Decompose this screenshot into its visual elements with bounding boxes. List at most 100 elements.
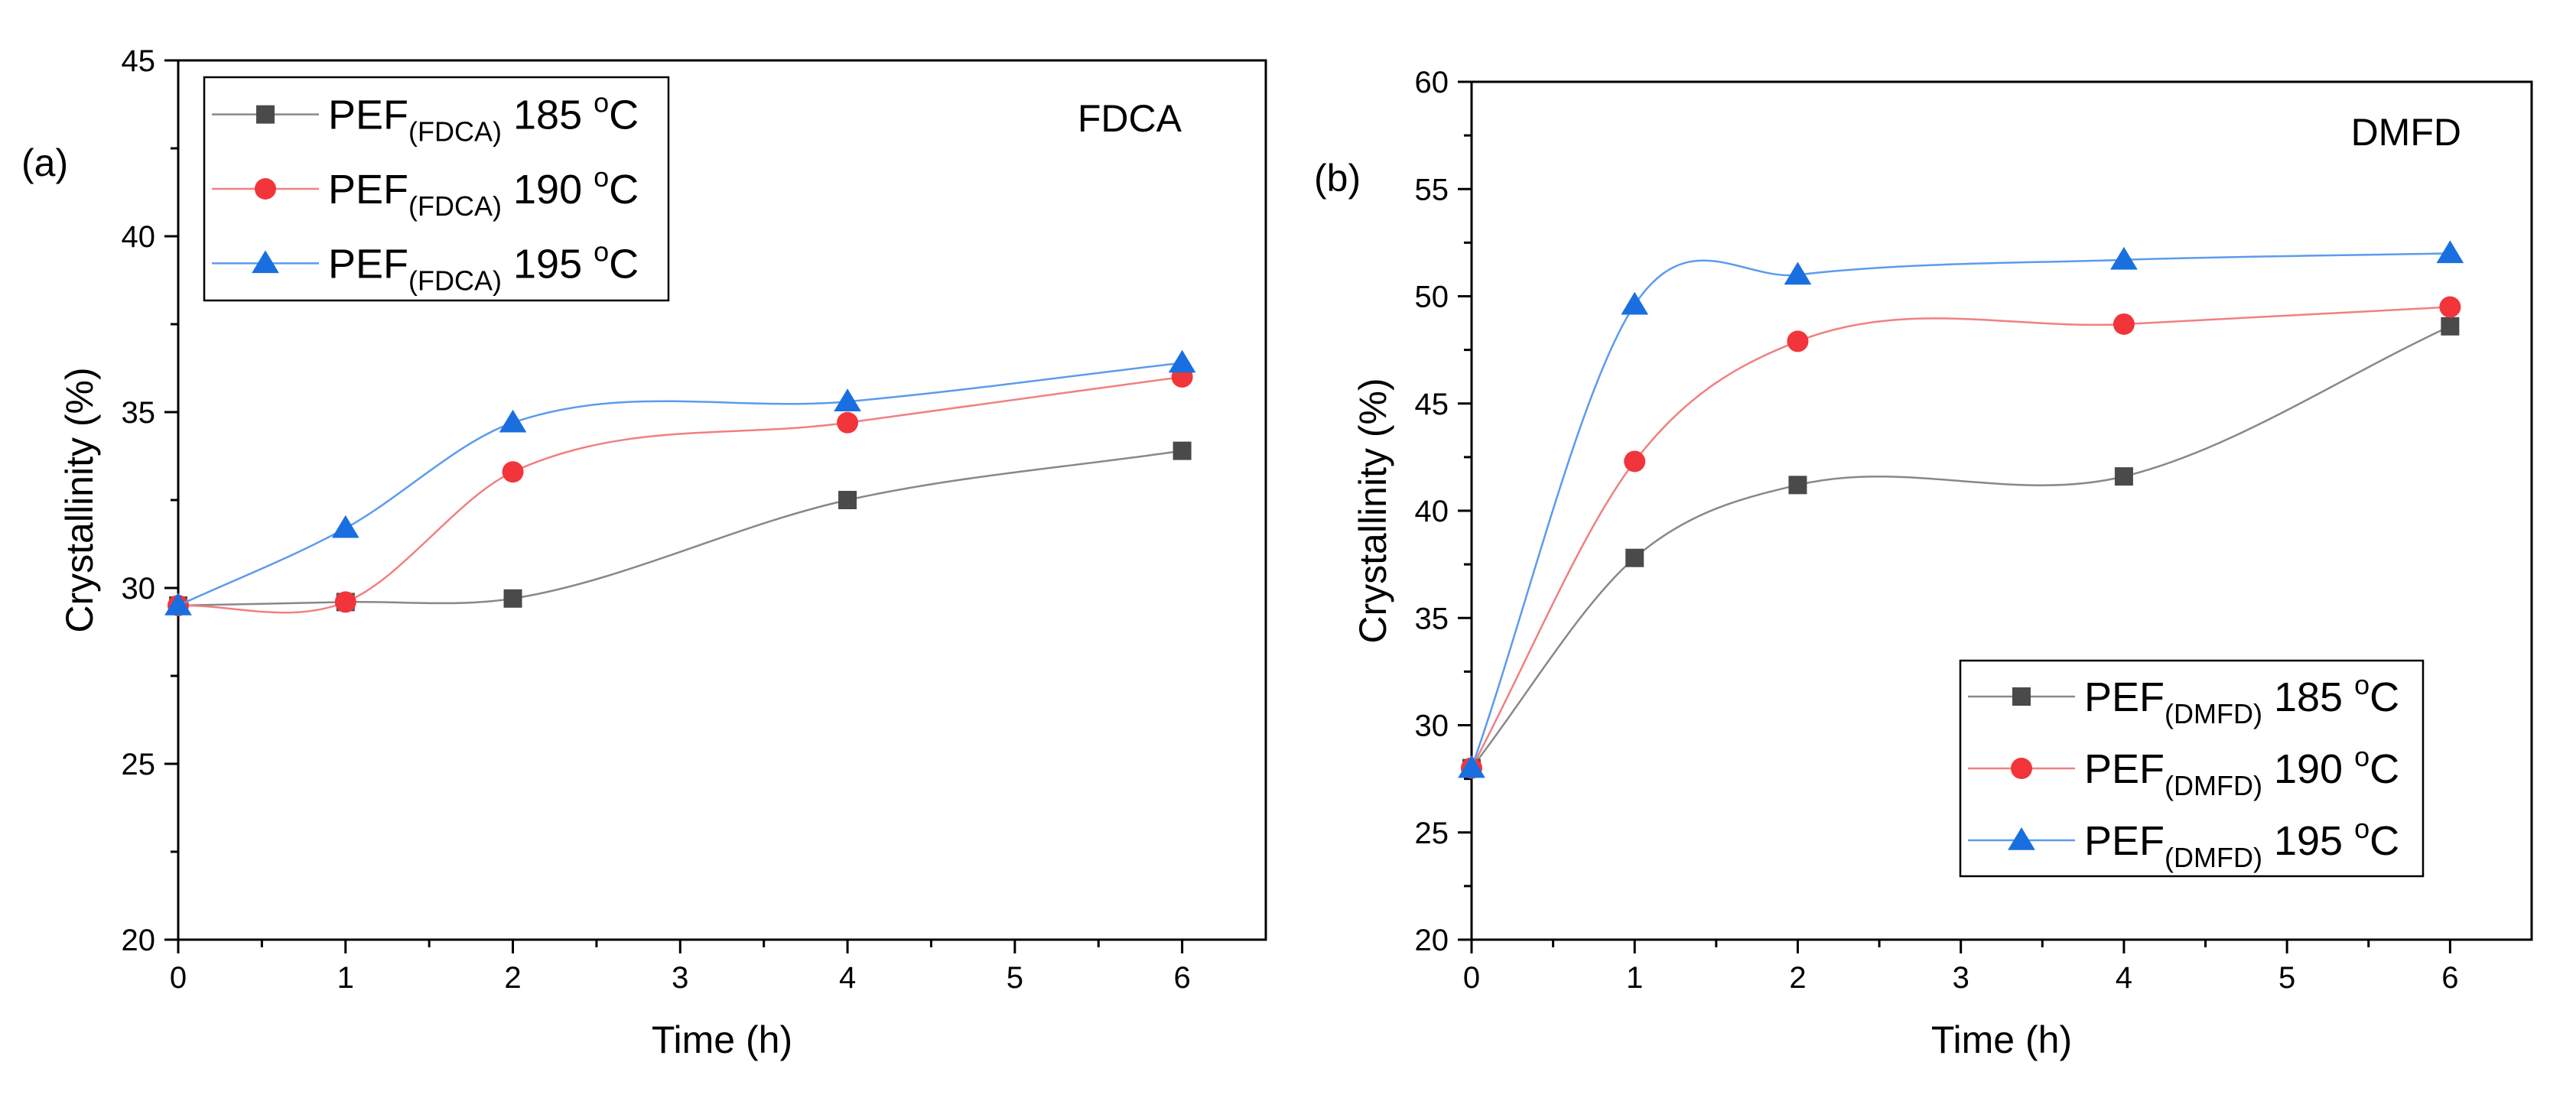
legend-marker	[252, 250, 279, 274]
y-tick-label: 30	[122, 572, 156, 606]
legend-unit: C	[609, 93, 639, 138]
data-point-185	[503, 589, 522, 608]
y-tick-label: 20	[122, 924, 156, 957]
x-tick-label: 1	[337, 961, 354, 995]
legend-marker	[255, 178, 276, 200]
legend-temp: 185	[502, 93, 594, 138]
legend-name: PEF	[328, 241, 408, 287]
data-point-195	[1621, 291, 1649, 315]
legend-subscript: (DMFD)	[2165, 842, 2262, 873]
legend-marker	[2011, 758, 2032, 779]
data-point-190	[1624, 450, 1646, 473]
data-point-185	[838, 491, 857, 509]
legend-unit: C	[2369, 818, 2399, 864]
series-line-185	[1471, 325, 2451, 769]
legend-entry-label: PEF(DMFD) 190 oC	[2084, 741, 2399, 801]
data-point-195	[834, 388, 861, 411]
y-tick-label: 25	[1415, 817, 1449, 850]
legend-subscript: (DMFD)	[2165, 770, 2262, 801]
x-tick-label: 0	[170, 961, 187, 995]
legend-marker	[2008, 827, 2035, 850]
x-tick-label: 1	[1626, 961, 1643, 995]
y-tick-label: 45	[1415, 388, 1449, 421]
data-point-185	[1173, 441, 1192, 460]
data-point-190	[837, 411, 859, 434]
legend-temp: 195	[502, 241, 594, 287]
data-point-195	[1168, 349, 1196, 373]
y-tick-label: 45	[122, 44, 156, 78]
legend-subscript: (DMFD)	[2165, 698, 2262, 729]
legend-marker	[2012, 687, 2031, 706]
y-tick-label: 30	[1415, 710, 1449, 743]
legend-subscript: (FDCA)	[408, 265, 502, 296]
data-point-195	[2110, 246, 2138, 270]
legend-name: PEF	[2084, 674, 2165, 720]
x-tick-label: 2	[504, 961, 521, 995]
series-line-190	[1470, 306, 2451, 769]
legend-temp: 185	[2262, 674, 2354, 720]
legend-entry-label: PEF(FDCA) 185 oC	[328, 87, 639, 148]
legend-unit: C	[2369, 674, 2399, 720]
legend-degree: o	[594, 161, 609, 193]
legend-entry-label: PEF(FDCA) 190 oC	[328, 161, 639, 222]
x-tick-label: 4	[839, 961, 856, 995]
panel-label: (a)	[21, 141, 68, 184]
y-tick-label: 55	[1415, 173, 1449, 206]
legend-entry-label: PEF(FDCA) 195 oC	[328, 235, 639, 296]
x-tick-label: 2	[1789, 961, 1806, 995]
data-point-195	[499, 409, 527, 433]
data-point-195	[2436, 240, 2464, 264]
y-tick-label: 40	[122, 220, 156, 254]
legend-marker	[256, 105, 275, 124]
panel-label: (b)	[1314, 157, 1361, 200]
legend-degree: o	[2354, 813, 2369, 844]
legend-subscript: (FDCA)	[408, 116, 502, 148]
data-point-185	[2441, 317, 2460, 336]
x-axis-label: Time (h)	[652, 1018, 792, 1061]
data-point-190	[1787, 330, 1809, 352]
legend-degree: o	[594, 87, 609, 119]
x-tick-label: 5	[2278, 961, 2295, 995]
legend-unit: C	[2369, 746, 2399, 792]
data-point-195	[164, 593, 192, 615]
legend-entry-label: PEF(DMFD) 185 oC	[2084, 669, 2399, 729]
legend-temp: 195	[2262, 818, 2354, 864]
series-line-185	[177, 450, 1182, 607]
legend-degree: o	[594, 235, 609, 267]
y-tick-label: 35	[122, 396, 156, 430]
data-point-185	[1625, 548, 1644, 567]
data-point-195	[1458, 755, 1485, 778]
legend-unit: C	[609, 241, 639, 287]
legend-unit: C	[609, 167, 639, 213]
data-point-190	[2439, 296, 2461, 318]
legend-name: PEF	[328, 167, 408, 213]
y-axis-label: Crystallinity (%)	[1351, 378, 1394, 643]
x-tick-label: 0	[1463, 961, 1480, 995]
data-point-185	[1788, 476, 1807, 495]
legend-entry-label: PEF(DMFD) 195 oC	[2084, 813, 2399, 873]
y-tick-label: 20	[1415, 924, 1449, 957]
x-tick-label: 3	[1953, 961, 1969, 995]
legend-temp: 190	[502, 167, 594, 213]
legend-name: PEF	[328, 93, 408, 138]
legend-subscript: (FDCA)	[408, 190, 502, 222]
x-tick-label: 5	[1007, 961, 1023, 995]
y-tick-label: 25	[122, 748, 156, 781]
x-tick-label: 6	[2441, 961, 2458, 995]
data-point-195	[331, 515, 359, 538]
legend-name: PEF	[2084, 746, 2165, 792]
legend-name: PEF	[2084, 818, 2165, 864]
x-axis-label: Time (h)	[1931, 1018, 2072, 1061]
series-line-190	[177, 375, 1182, 614]
chart-annotation: FDCA	[1078, 97, 1182, 140]
y-tick-label: 60	[1415, 66, 1449, 99]
data-point-195	[1784, 261, 1812, 285]
y-tick-label: 50	[1415, 281, 1449, 314]
legend-degree: o	[2354, 669, 2369, 700]
data-point-190	[502, 461, 524, 483]
chart-annotation: DMFD	[2351, 111, 2461, 154]
data-point-185	[2114, 467, 2133, 486]
data-point-190	[2113, 313, 2135, 335]
